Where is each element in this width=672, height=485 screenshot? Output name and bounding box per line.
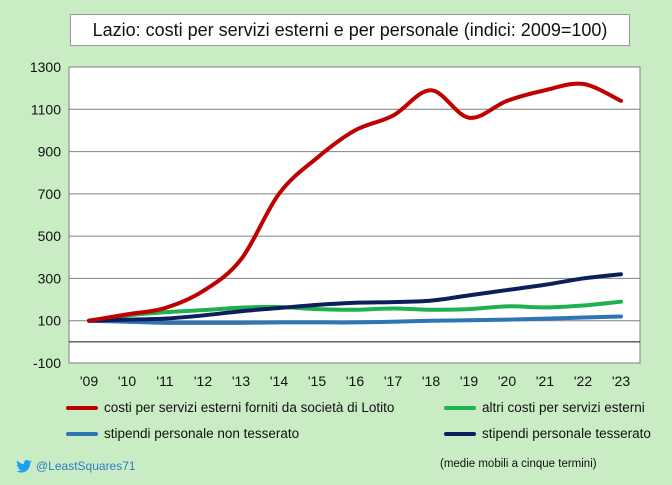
legend-label: stipendi personale tesserato — [482, 426, 651, 441]
x-tick-label: '17 — [384, 373, 402, 389]
series-line-non-tesserato — [87, 314, 623, 325]
x-tick-label: '11 — [156, 373, 173, 389]
x-tick-label: '23 — [612, 373, 630, 389]
legend-swatch-blue — [66, 431, 98, 436]
x-tick-label: '14 — [270, 373, 288, 389]
twitter-bird-icon — [16, 459, 32, 473]
chart-title: Lazio: costi per servizi esterni e per p… — [70, 14, 630, 46]
y-tick-label: 1100 — [31, 101, 61, 117]
legend-item-altri-servizi: altri costi per servizi esterni — [444, 400, 645, 415]
gridlines — [69, 108, 640, 343]
series-line-altri-servizi — [87, 299, 623, 323]
x-tick-label: '12 — [194, 373, 212, 389]
x-tick-label: '19 — [460, 373, 478, 389]
x-tick-label: '10 — [118, 373, 136, 389]
legend-label: costi per servizi esterni forniti da soc… — [104, 400, 395, 415]
x-axis-ticks: '09 '10 '11 '12 '13 '14 '15 '16 '17 '18 '19 '20 '21 '… — [80, 373, 630, 389]
handle-text: @LeastSquares71 — [36, 459, 136, 473]
legend-item-servizi-lotito: costi per servizi esterni forniti da soc… — [66, 400, 394, 415]
x-tick-label: '22 — [574, 373, 592, 389]
y-tick-label: 900 — [38, 144, 62, 160]
twitter-handle[interactable]: @LeastSquares71 — [16, 459, 136, 473]
x-tick-label: '13 — [232, 373, 250, 389]
legend-item-tesserato: stipendi personale tesserato — [444, 426, 651, 441]
x-tick-label: '21 — [536, 373, 554, 389]
y-tick-label: -100 — [33, 355, 61, 371]
legend-item-non-tesserato: stipendi personale non tesserato — [66, 426, 299, 441]
y-axis-ticks: -100 100 300 500 700 900 1100 1300 — [30, 59, 61, 371]
y-tick-label: 500 — [38, 228, 62, 244]
legend-label: altri costi per servizi esterni — [482, 400, 645, 415]
footnote: (medie mobili a cinque termini) — [440, 458, 597, 470]
y-tick-label: 700 — [38, 186, 62, 202]
legend-label: stipendi personale non tesserato — [104, 426, 300, 441]
y-tick-label: 100 — [38, 313, 62, 329]
x-tick-label: '20 — [498, 373, 516, 389]
legend-swatch-green — [444, 405, 476, 410]
x-tick-label: '18 — [422, 373, 440, 389]
x-tick-label: '15 — [308, 373, 326, 389]
y-tick-label: 1300 — [30, 59, 61, 75]
x-tick-label: '09 — [80, 373, 98, 389]
y-tick-label: 300 — [38, 270, 62, 286]
series-line-servizi-lotito — [87, 81, 623, 323]
series-lines — [87, 81, 623, 325]
x-tick-label: '16 — [346, 373, 364, 389]
series-line-tesserato — [87, 272, 623, 323]
legend-swatch-red — [66, 405, 98, 410]
legend-swatch-navy — [444, 431, 476, 436]
